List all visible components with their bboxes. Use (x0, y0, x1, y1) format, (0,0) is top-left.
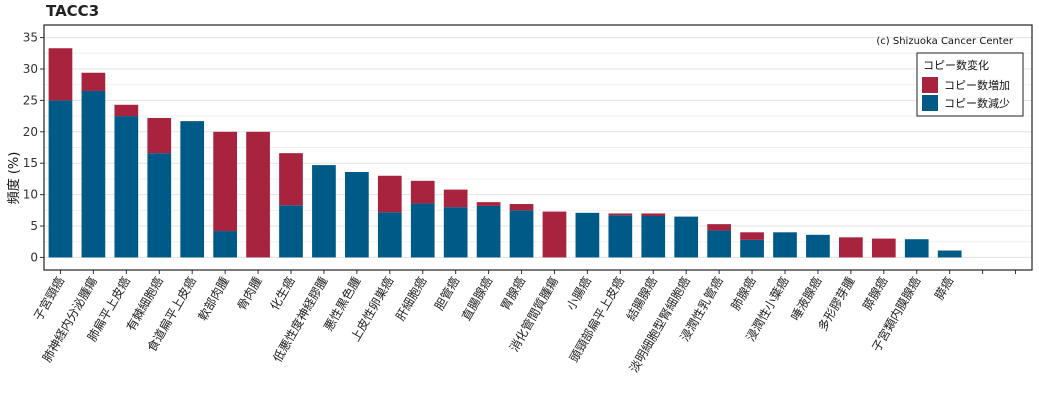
y-tick-label: 0 (30, 250, 38, 264)
bar-loss (937, 250, 962, 258)
y-axis: 0 5 10 15 20 25 30 35 (23, 31, 44, 264)
bar-gain (542, 211, 567, 258)
bar-loss (114, 116, 139, 258)
x-tick-label: 軟部肉腫 (195, 274, 232, 323)
y-tick-label: 10 (23, 188, 38, 202)
bar-loss (575, 212, 600, 258)
x-tick-label: 唾液腺癌 (788, 274, 825, 323)
bar-loss (707, 230, 731, 258)
bar-gain (114, 104, 139, 117)
x-tick-label: 肺腺癌 (728, 274, 759, 313)
bar-loss (443, 207, 468, 258)
bar-loss (773, 232, 797, 258)
x-tick-label: 子宮頸癌 (30, 274, 67, 323)
bar-gain (48, 48, 73, 101)
x-tick-label: 胃腺癌 (497, 274, 528, 313)
bar-gain (509, 204, 534, 211)
x-tick-label: 淡明細胞型腎細胞癌 (626, 274, 693, 375)
bar-loss (147, 153, 172, 258)
bar-loss (509, 210, 534, 258)
bar-loss (608, 215, 633, 258)
y-tick-label: 15 (23, 156, 38, 170)
bar-gain (707, 224, 731, 231)
x-tick-label: 膵癌 (931, 274, 956, 302)
y-tick-label: 5 (30, 219, 38, 233)
bar-gain (608, 213, 633, 216)
x-tick-label: 化生癌 (267, 274, 298, 313)
bar-gain (740, 232, 764, 240)
bar-loss (279, 205, 303, 258)
bar-loss (674, 216, 699, 258)
bar-gain (871, 238, 896, 258)
bar-loss (740, 239, 764, 258)
legend-label-loss: コピー数減少 (944, 96, 1010, 110)
bar-loss (48, 100, 73, 258)
bar-gain (839, 237, 863, 258)
credit-text: (c) Shizuoka Cancer Center (876, 36, 1014, 47)
legend-swatch-loss (922, 95, 938, 111)
y-axis-title: 頻度 (%) (6, 152, 22, 205)
bar-gain (377, 175, 402, 213)
bar-loss (641, 215, 666, 258)
bar-loss (410, 203, 435, 258)
x-tick-label: 膵腺癌 (859, 274, 890, 313)
x-tick-label: 小腸癌 (563, 274, 594, 313)
bar-loss (476, 205, 501, 258)
bar-loss (345, 172, 369, 258)
bar-loss (806, 234, 830, 258)
x-tick-label: 直腸腺癌 (458, 274, 495, 323)
bar-gain (641, 213, 666, 216)
bar-loss (377, 212, 402, 258)
bars (48, 48, 962, 258)
bar-gain (279, 153, 303, 206)
x-tick-label: 胆管癌 (431, 274, 462, 313)
legend: コピー数変化 コピー数増加 コピー数減少 (916, 52, 1024, 117)
x-tick-label: 肝細胞癌 (392, 274, 429, 323)
gridlines (44, 37, 1032, 258)
bar-gain (410, 180, 435, 204)
chart-title: TACC3 (46, 2, 100, 20)
legend-label-gain: コピー数増加 (944, 79, 1010, 92)
bar-gain (213, 131, 237, 232)
x-tick-label: 結腸腺癌 (623, 274, 660, 323)
plot-frame (43, 24, 1033, 271)
bar-loss (312, 165, 336, 258)
bar-gain (246, 131, 270, 258)
y-tick-label: 25 (23, 93, 38, 107)
bar-gain (443, 189, 468, 208)
x-tick-label: 骨肉腫 (235, 275, 265, 313)
y-tick-label: 30 (23, 62, 38, 76)
legend-title: コピー数変化 (923, 58, 989, 72)
bar-gain (476, 202, 501, 206)
legend-swatch-gain (922, 77, 938, 93)
bar-loss (213, 231, 237, 258)
bar-loss (904, 239, 929, 258)
bar-loss (180, 121, 205, 258)
bar-gain (81, 72, 106, 91)
y-tick-label: 20 (23, 125, 38, 139)
bar-loss (81, 90, 106, 258)
bar-gain (147, 117, 172, 154)
y-tick-label: 35 (23, 31, 38, 45)
